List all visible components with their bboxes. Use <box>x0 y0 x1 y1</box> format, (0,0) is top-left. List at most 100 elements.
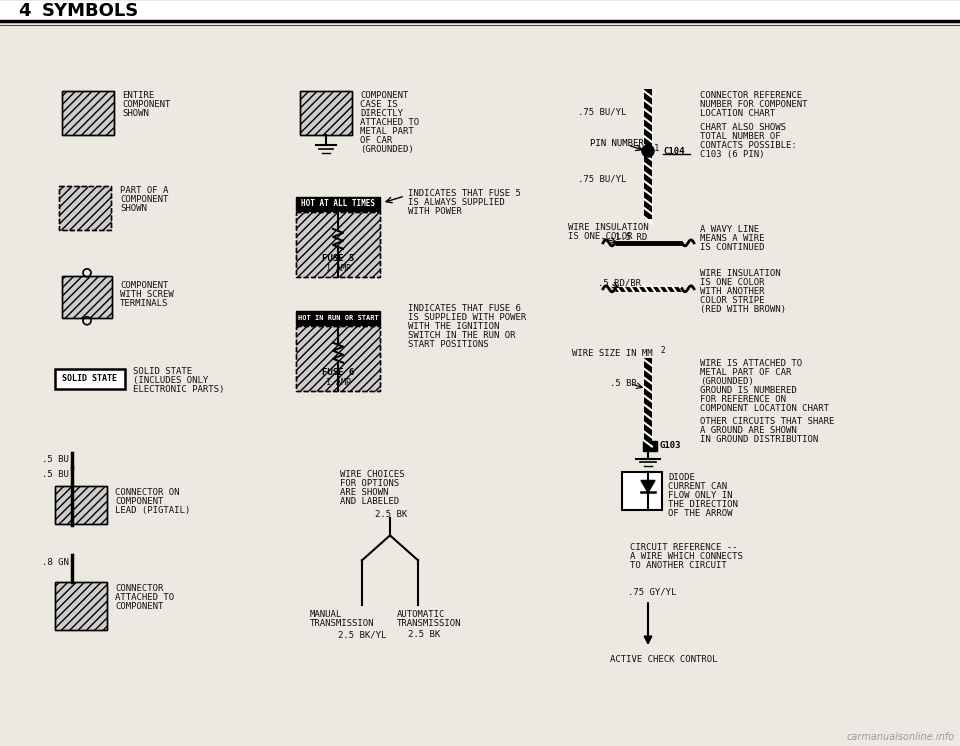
Text: METAL PART: METAL PART <box>360 127 414 136</box>
Bar <box>55 486 107 524</box>
Text: LEAD (PIGTAIL): LEAD (PIGTAIL) <box>115 507 190 515</box>
Bar <box>59 186 111 230</box>
Bar <box>55 369 125 389</box>
Text: SOLID STATE: SOLID STATE <box>133 367 192 376</box>
Bar <box>300 91 352 135</box>
Bar <box>296 212 380 277</box>
Text: .5 BR: .5 BR <box>610 379 636 388</box>
Bar <box>62 91 114 135</box>
Text: COLOR STRIPE: COLOR STRIPE <box>700 295 764 305</box>
Text: FUSE 5: FUSE 5 <box>322 254 354 263</box>
Text: ARE SHOWN: ARE SHOWN <box>340 489 389 498</box>
Text: FUSE 6: FUSE 6 <box>322 368 354 377</box>
Text: AND LABELED: AND LABELED <box>340 498 399 507</box>
Text: (GROUNDED): (GROUNDED) <box>700 377 754 386</box>
Text: .5 BU: .5 BU <box>42 454 69 463</box>
Text: MANUAL: MANUAL <box>310 610 343 619</box>
Text: G103: G103 <box>660 441 682 450</box>
Text: CONTACTS POSSIBLE:: CONTACTS POSSIBLE: <box>700 141 797 150</box>
Text: DIODE: DIODE <box>668 474 695 483</box>
Text: FOR OPTIONS: FOR OPTIONS <box>340 480 399 489</box>
Text: IN GROUND DISTRIBUTION: IN GROUND DISTRIBUTION <box>700 434 818 444</box>
Text: SWITCH IN THE RUN OR: SWITCH IN THE RUN OR <box>408 330 516 339</box>
Text: COMPONENT LOCATION CHART: COMPONENT LOCATION CHART <box>700 404 829 413</box>
Text: WIRE SIZE IN MM: WIRE SIZE IN MM <box>572 348 653 357</box>
Text: COMPONENT: COMPONENT <box>120 280 168 289</box>
Text: COMPONENT: COMPONENT <box>115 498 163 507</box>
Text: CURRENT CAN: CURRENT CAN <box>668 483 727 492</box>
Text: SYMBOLS: SYMBOLS <box>42 2 139 20</box>
Text: IS SUPPLIED WITH POWER: IS SUPPLIED WITH POWER <box>408 313 526 322</box>
Text: .75 GY/YL: .75 GY/YL <box>628 587 677 596</box>
Text: NUMBER FOR COMPONENT: NUMBER FOR COMPONENT <box>700 100 807 109</box>
Text: WIRE INSULATION: WIRE INSULATION <box>700 269 780 278</box>
Bar <box>643 441 657 451</box>
Text: ATTACHED TO: ATTACHED TO <box>360 118 420 127</box>
Text: SHOWN: SHOWN <box>122 109 149 118</box>
Text: FOR REFERENCE ON: FOR REFERENCE ON <box>700 395 786 404</box>
Text: COMPONENT: COMPONENT <box>120 195 168 204</box>
Text: 2.5 BK: 2.5 BK <box>375 510 407 519</box>
Text: 1.5 RD: 1.5 RD <box>615 233 647 242</box>
Text: OTHER CIRCUITS THAT SHARE: OTHER CIRCUITS THAT SHARE <box>700 416 834 425</box>
Text: A WIRE WHICH CONNECTS: A WIRE WHICH CONNECTS <box>630 552 743 561</box>
Bar <box>296 311 380 325</box>
Text: 1: 1 <box>654 144 660 153</box>
Text: 1 AMP: 1 AMP <box>325 377 350 386</box>
Text: .5 BU: .5 BU <box>42 471 69 480</box>
Text: PIN NUMBER: PIN NUMBER <box>590 139 644 148</box>
Text: (RED WITH BROWN): (RED WITH BROWN) <box>700 305 786 314</box>
Text: OF THE ARROW: OF THE ARROW <box>668 510 732 518</box>
Text: 2.5 BK/YL: 2.5 BK/YL <box>338 630 386 639</box>
Text: INDICATES THAT FUSE 5: INDICATES THAT FUSE 5 <box>408 189 521 198</box>
Text: IS ALWAYS SUPPLIED: IS ALWAYS SUPPLIED <box>408 198 505 207</box>
Text: WITH ANOTHER: WITH ANOTHER <box>700 286 764 296</box>
Text: CONNECTOR ON: CONNECTOR ON <box>115 489 180 498</box>
Text: MEANS A WIRE: MEANS A WIRE <box>700 234 764 243</box>
Bar <box>62 276 112 318</box>
Text: LOCATION CHART: LOCATION CHART <box>700 109 776 118</box>
Text: COMPONENT: COMPONENT <box>115 602 163 611</box>
Text: A GROUND ARE SHOWN: A GROUND ARE SHOWN <box>700 425 797 435</box>
Text: TRANSMISSION: TRANSMISSION <box>397 619 462 628</box>
Text: SOLID STATE: SOLID STATE <box>62 374 117 383</box>
Circle shape <box>642 145 654 157</box>
Text: CHART ALSO SHOWS: CHART ALSO SHOWS <box>700 123 786 132</box>
Text: COMPONENT: COMPONENT <box>360 91 408 100</box>
Text: WITH SCREW: WITH SCREW <box>120 289 174 299</box>
Bar <box>300 91 352 135</box>
Text: CASE IS: CASE IS <box>360 100 397 109</box>
Text: GROUND IS NUMBERED: GROUND IS NUMBERED <box>700 386 797 395</box>
Text: THE DIRECTION: THE DIRECTION <box>668 501 738 510</box>
Text: C104: C104 <box>663 146 684 155</box>
Bar <box>59 186 111 230</box>
Text: .75 BU/YL: .75 BU/YL <box>578 107 626 116</box>
Text: TRANSMISSION: TRANSMISSION <box>310 619 374 628</box>
Text: OF CAR: OF CAR <box>360 136 393 145</box>
Text: CONNECTOR REFERENCE: CONNECTOR REFERENCE <box>700 91 803 100</box>
Text: TO ANOTHER CIRCUIT: TO ANOTHER CIRCUIT <box>630 561 727 571</box>
Text: HOT IN RUN OR START: HOT IN RUN OR START <box>298 315 378 321</box>
Bar <box>296 326 380 391</box>
Text: TERMINALS: TERMINALS <box>120 299 168 308</box>
Bar <box>644 357 652 442</box>
Text: 4: 4 <box>18 2 31 20</box>
Bar <box>622 472 662 510</box>
Text: 1 AMP: 1 AMP <box>325 264 350 273</box>
Text: IS CONTINUED: IS CONTINUED <box>700 243 764 252</box>
Text: .5 RD/BR: .5 RD/BR <box>598 279 641 288</box>
Text: IS ONE COLOR: IS ONE COLOR <box>700 278 764 286</box>
Text: CIRCUIT REFERENCE --: CIRCUIT REFERENCE -- <box>630 543 737 552</box>
Text: (INCLUDES ONLY: (INCLUDES ONLY <box>133 376 208 385</box>
Text: AUTOMATIC: AUTOMATIC <box>397 610 445 619</box>
Text: 2: 2 <box>660 345 664 354</box>
Text: (GROUNDED): (GROUNDED) <box>360 145 414 154</box>
Bar <box>55 486 107 524</box>
Text: C103 (6 PIN): C103 (6 PIN) <box>700 150 764 159</box>
Text: FLOW ONLY IN: FLOW ONLY IN <box>668 492 732 501</box>
Text: carmanualsonline.info: carmanualsonline.info <box>847 732 955 742</box>
Text: PART OF A: PART OF A <box>120 186 168 195</box>
Bar <box>644 89 652 219</box>
Text: DIRECTLY: DIRECTLY <box>360 109 403 118</box>
Polygon shape <box>641 480 655 492</box>
